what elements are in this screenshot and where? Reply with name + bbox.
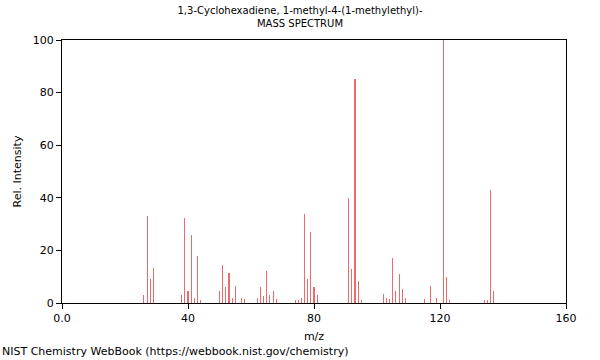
svg-text:1,3-Cyclohexadiene, 1-methyl-4: 1,3-Cyclohexadiene, 1-methyl-4-(1-methyl…: [177, 5, 422, 29]
svg-text:0: 0: [47, 297, 54, 310]
svg-text:80: 80: [40, 86, 54, 99]
svg-text:60: 60: [40, 139, 54, 152]
svg-text:m/z: m/z: [304, 330, 324, 343]
svg-text:160: 160: [556, 312, 577, 325]
svg-text:40: 40: [40, 192, 54, 205]
svg-text:20: 20: [40, 244, 54, 257]
svg-text:40: 40: [181, 312, 195, 325]
svg-text:0.0: 0.0: [53, 312, 71, 325]
svg-text:NIST Chemistry WebBook (https:: NIST Chemistry WebBook (https://webbook.…: [2, 345, 349, 358]
svg-text:100: 100: [33, 34, 54, 47]
svg-text:Rel. Intensity: Rel. Intensity: [11, 135, 24, 207]
svg-text:80: 80: [307, 312, 321, 325]
svg-text:120: 120: [430, 312, 451, 325]
